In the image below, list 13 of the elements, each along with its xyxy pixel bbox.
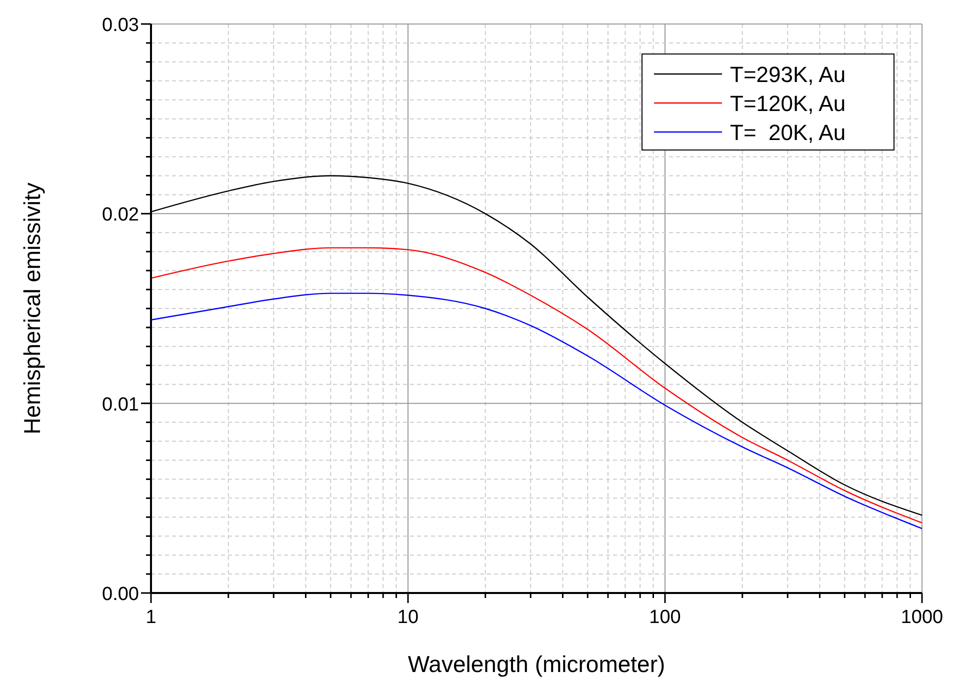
x-tick-label: 10 — [397, 607, 419, 628]
y-tick-label: 0.00 — [102, 584, 139, 605]
y-axis-title: Hemispherical emissivity — [19, 182, 45, 434]
y-tick-label: 0.01 — [102, 394, 139, 416]
x-tick-label: 1000 — [900, 607, 944, 628]
legend-label: T=120K, Au — [730, 91, 846, 116]
legend-label: T= 20K, Au — [730, 120, 846, 145]
x-axis-title: Wavelength (micrometer) — [408, 651, 666, 677]
legend-label: T=293K, Au — [730, 62, 846, 87]
y-tick-label: 0.03 — [102, 15, 139, 36]
x-tick-label: 100 — [649, 607, 681, 628]
y-tick-label: 0.02 — [102, 204, 139, 226]
x-tick-label: 1 — [146, 607, 156, 628]
